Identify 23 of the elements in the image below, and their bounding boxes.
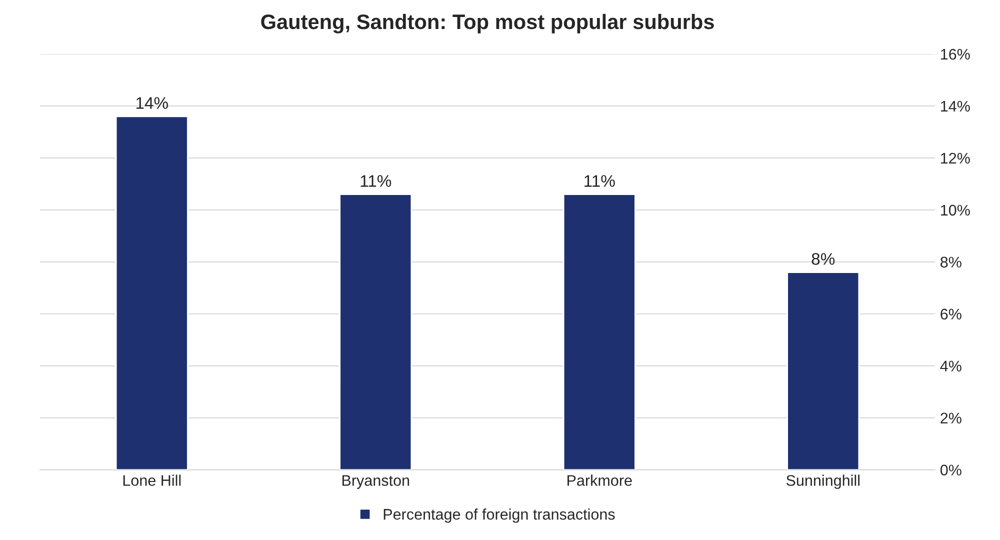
data-label: 11% [360,175,392,187]
bar [339,194,412,470]
bar [562,194,636,470]
chart-title: Gauteng, Sandton: Top most popular suburbs [261,14,714,34]
y-tick-label: 8% [940,256,962,268]
y-tick-label: 6% [940,308,962,320]
y-tick-label: 10% [941,204,970,216]
x-tick-label: Sunninghill [786,474,860,489]
data-label: 8% [812,253,835,265]
x-tick-label: Parkmore [568,474,632,486]
data-label: 14% [136,97,168,109]
x-tick-label: Lone Hill [123,474,181,486]
y-tick-label: 16% [941,48,970,60]
bar [115,116,188,470]
y-tick-label: 14% [941,100,970,112]
y-tick-label: 12% [941,152,970,164]
y-tick-label: 0% [940,464,962,476]
bar [786,272,860,470]
x-tick-label: Bryanston [342,475,410,489]
legend-label: Percentage of foreign transactions [384,508,615,523]
y-tick-label: 2% [940,412,962,424]
y-tick-label: 4% [940,360,962,372]
data-label: 11% [584,175,615,187]
